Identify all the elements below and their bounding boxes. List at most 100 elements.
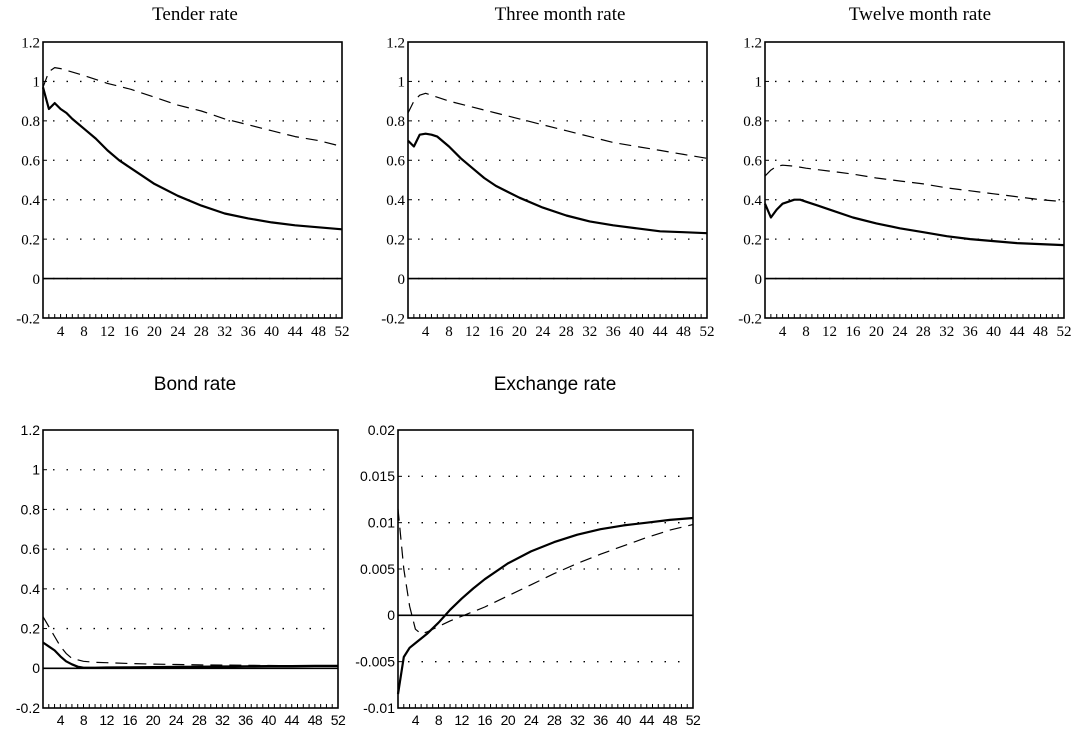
solid-series-line	[42, 641, 338, 669]
x-tick-label: 32	[215, 712, 230, 728]
x-tick-label: 28	[559, 324, 574, 340]
x-tick-label: 8	[80, 712, 88, 728]
x-tick-label: 36	[606, 324, 622, 340]
y-tick-label: 0.6	[21, 154, 40, 170]
x-tick-label: 20	[147, 324, 162, 340]
y-tick-label: 0.2	[21, 232, 40, 248]
chart-plot: 1.2 1 0.8 0.6 0.4 0.2 0 -0.2 4 8 12 16 20 24 28 32 36 40 4…	[738, 35, 1072, 340]
solid-series-line	[396, 516, 694, 695]
y-tick-label: -0.2	[381, 311, 405, 327]
y-tick-label: 0.2	[386, 232, 405, 248]
chart-bond-rate: Bond rate 1.2 1 0.8 0.6 0.4 0.2 0 -0.2 4 8 12 16 20 2…	[16, 370, 360, 735]
chart-title: Three month rate	[494, 4, 626, 25]
chart-plot: 1.2 1 0.8 0.6 0.4 0.2 0 -0.2 4 8 12 16 20 24 28 32 36 40 4…	[381, 35, 714, 340]
x-tick-label: 52	[331, 712, 346, 728]
y-tick-label: 0	[32, 660, 40, 676]
chart-title: Exchange rate	[493, 374, 617, 395]
y-tick-label: 1.2	[386, 35, 405, 51]
x-tick-label: 4	[57, 712, 65, 728]
x-tick-label: 24	[169, 712, 184, 728]
y-tick-label: 0.8	[386, 114, 405, 130]
x-tick-label: 52	[686, 712, 701, 728]
chart-plot: 1.2 1 0.8 0.6 0.4 0.2 0 -0.2 4 8 12 16 20 24 28 32 36 40 4…	[16, 35, 350, 340]
x-tick-label: 12	[99, 712, 114, 728]
y-tick-label: 0	[398, 272, 406, 288]
x-tick-label: 8	[80, 324, 88, 340]
y-tick-label: 0	[755, 272, 763, 288]
x-tick-label: 28	[194, 324, 209, 340]
y-tick-label: 0.01	[368, 515, 395, 531]
x-tick-label: 52	[1057, 324, 1072, 340]
x-tick-label: 20	[869, 324, 884, 340]
y-tick-label: 0.4	[21, 581, 41, 597]
plot-frame	[397, 429, 694, 709]
y-tick-label: 1.2	[21, 35, 40, 51]
y-tick-label: 0.8	[21, 501, 41, 517]
x-tick-label: 24	[535, 324, 551, 340]
x-tick-label: 48	[311, 324, 326, 340]
y-tick-label: 0.015	[360, 468, 395, 484]
x-tick-label: 40	[616, 712, 631, 728]
chart-plot: 0.02 0.015 0.01 0.005 0 -0.005 -0.01 4 8 12 16 20 24…	[355, 422, 701, 728]
dashed-series-line	[42, 616, 338, 667]
plot-frame	[42, 429, 339, 709]
x-tick-label: 36	[593, 712, 608, 728]
y-tick-label: 0.6	[21, 541, 41, 557]
solid-series-line	[41, 87, 343, 231]
plot-frame	[42, 41, 343, 319]
dashed-series-line	[764, 164, 1065, 203]
x-tick-label: 44	[288, 324, 304, 340]
chart-tender-rate: Tender rate 1.2 1 0.8 0.6 0.4 0.2 0 -0.2 4 8 12 16 2…	[16, 0, 360, 350]
x-tick-label: 48	[663, 712, 678, 728]
y-tick-label: 0.4	[21, 193, 40, 209]
x-tick-label: 16	[122, 712, 137, 728]
y-tick-label: 1	[755, 75, 763, 91]
x-tick-label: 28	[547, 712, 562, 728]
x-tick-label: 40	[986, 324, 1001, 340]
chart-exchange-rate: Exchange rate 0.02 0.015 0.01 0.005 0 -0.005 -…	[355, 370, 725, 735]
x-tick-label: 16	[123, 324, 139, 340]
y-tick-label: 0.2	[21, 620, 41, 636]
x-tick-label: 32	[939, 324, 954, 340]
x-tick-label: 44	[639, 712, 654, 728]
x-tick-label: 4	[779, 324, 787, 340]
y-tick-label: 1	[32, 462, 40, 478]
x-tick-label: 48	[676, 324, 691, 340]
x-tick-label: 44	[653, 324, 669, 340]
x-tick-label: 36	[238, 712, 253, 728]
x-tick-label: 8	[435, 712, 443, 728]
x-tick-label: 20	[512, 324, 527, 340]
x-tick-label: 16	[845, 324, 861, 340]
y-tick-label: 0.6	[743, 154, 762, 170]
y-tick-label: 1.2	[743, 35, 762, 51]
y-tick-label: -0.2	[16, 700, 40, 716]
x-tick-label: 52	[335, 324, 350, 340]
x-tick-label: 12	[465, 324, 480, 340]
dashed-series-line	[407, 92, 708, 159]
x-tick-label: 4	[412, 712, 420, 728]
x-tick-label: 32	[570, 712, 585, 728]
x-tick-label: 32	[217, 324, 232, 340]
chart-title: Twelve month rate	[848, 4, 992, 25]
x-tick-label: 36	[241, 324, 257, 340]
y-tick-label: 0.005	[360, 561, 395, 577]
x-tick-label: 28	[916, 324, 931, 340]
y-tick-label: 1	[398, 75, 406, 91]
y-tick-label: 0.6	[386, 154, 405, 170]
plot-frame	[407, 41, 708, 319]
x-tick-label: 44	[284, 712, 299, 728]
y-tick-label: 0.4	[743, 193, 762, 209]
x-tick-label: 12	[822, 324, 837, 340]
x-tick-label: 8	[802, 324, 810, 340]
x-tick-label: 32	[582, 324, 597, 340]
x-tick-label: 16	[488, 324, 504, 340]
y-tick-label: 1	[33, 75, 41, 91]
x-tick-label: 20	[146, 712, 161, 728]
x-tick-label: 12	[100, 324, 115, 340]
y-tick-label: 0.02	[368, 422, 395, 438]
chart-three-month-rate: Three month rate 1.2 1 0.8 0.6 0.4 0.2 0 -0.2 4 8…	[381, 0, 725, 350]
solid-series-line	[407, 132, 708, 235]
plot-frame	[764, 41, 1065, 319]
x-tick-label: 24	[170, 324, 186, 340]
x-tick-label: 8	[445, 324, 453, 340]
